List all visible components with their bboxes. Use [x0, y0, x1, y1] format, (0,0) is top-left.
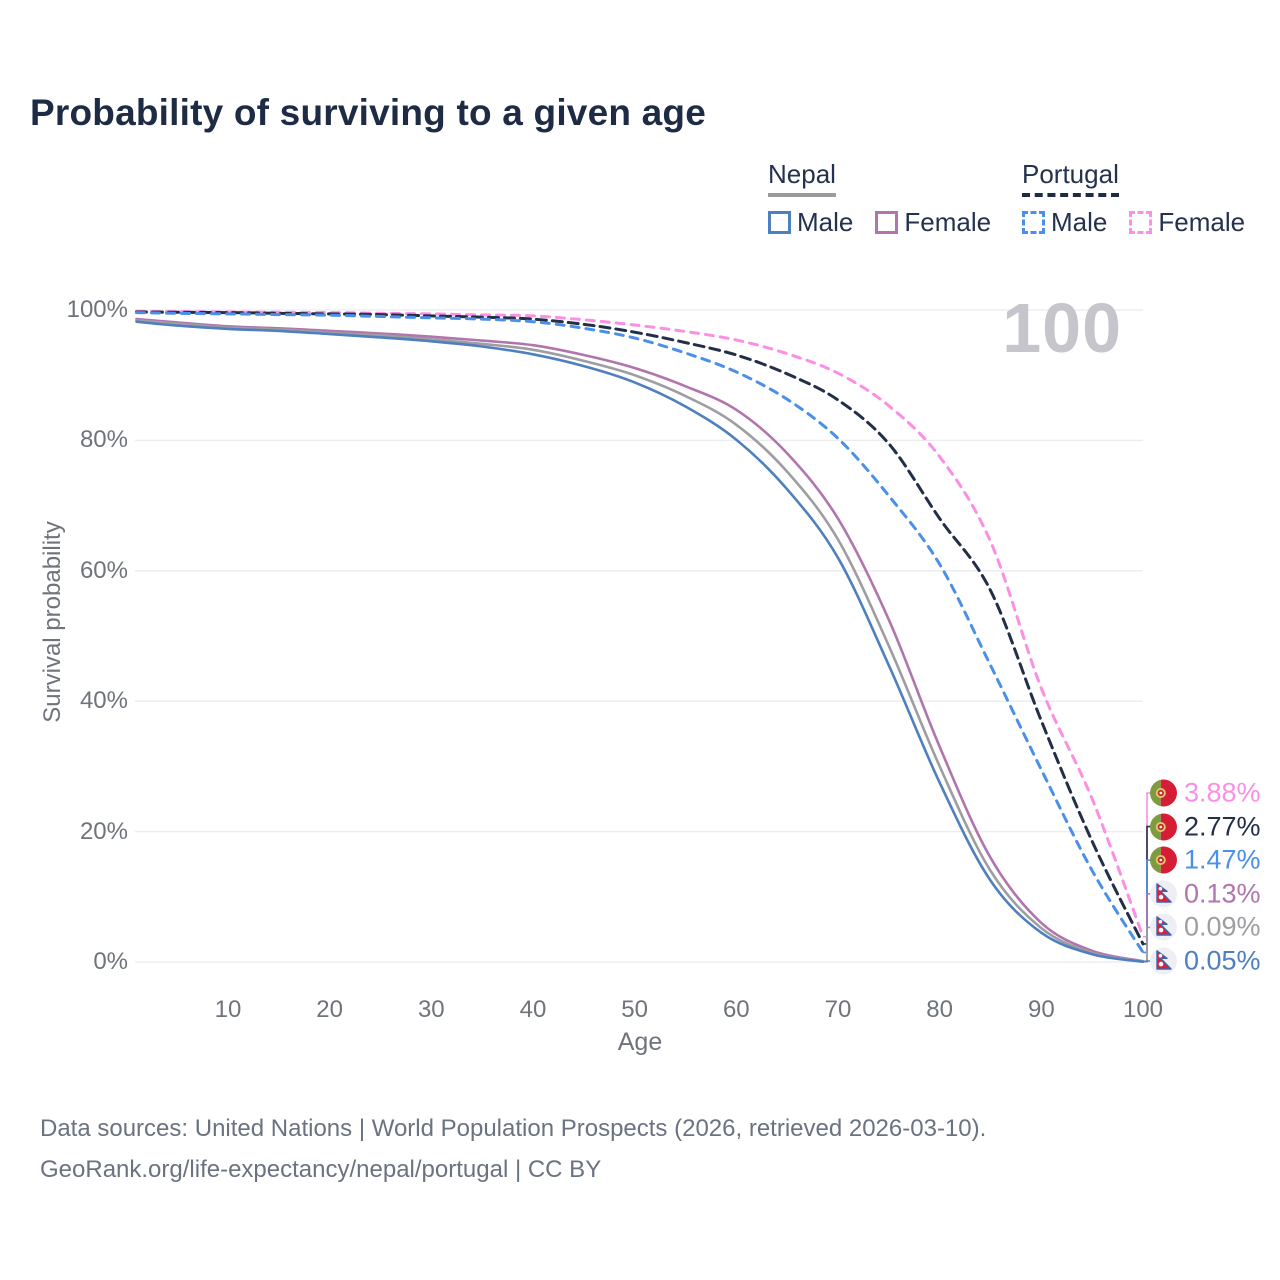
portugal-flag-icon: [1150, 813, 1177, 841]
curve-nepal[interactable]: [135, 319, 1145, 963]
end-value-text: 1.47%: [1184, 844, 1261, 875]
nepal-male-swatch-icon: [768, 210, 791, 234]
end-label-nepal-female[interactable]: 0.13%: [1150, 878, 1261, 909]
y-tick-label-60: 60%: [79, 556, 128, 584]
x-axis-title: Age: [617, 1028, 663, 1056]
end-value-text: 3.88%: [1184, 777, 1261, 808]
x-tick-label-100: 100: [1122, 996, 1164, 1023]
hovered-age-watermark: 100: [1002, 289, 1122, 367]
end-value-text: 0.09%: [1184, 911, 1261, 942]
end-label-nepal[interactable]: 0.09%: [1150, 912, 1261, 943]
y-tick-label-40: 40%: [79, 687, 128, 715]
x-tick-label-10: 10: [214, 996, 242, 1023]
end-value-text: 0.13%: [1184, 878, 1261, 909]
x-tick-label-50: 50: [621, 996, 648, 1023]
y-tick-label-20: 20%: [79, 817, 128, 845]
nepal-flag-icon: [1150, 913, 1177, 941]
source-url-text: GeoRank.org/life-expectancy/nepal/portug…: [40, 1156, 602, 1183]
legend-group-nepal: Nepal Male Female: [768, 160, 1013, 238]
end-label-portugal[interactable]: 2.77%: [1150, 811, 1261, 842]
end-label-nepal-male[interactable]: 0.05%: [1150, 946, 1261, 977]
legend-item-portugal-male[interactable]: Male: [1022, 207, 1107, 238]
legend-label: Male: [1051, 206, 1108, 237]
legend-label: Female: [1158, 206, 1246, 237]
data-sources-text: Data sources: United Nations | World Pop…: [40, 1115, 987, 1142]
curve-portugal-female[interactable]: [135, 309, 1145, 939]
x-tick-label-80: 80: [926, 996, 953, 1023]
end-value-text: 0.05%: [1184, 945, 1261, 976]
nepal-flag-icon: [1150, 947, 1177, 975]
end-value-text: 2.77%: [1184, 811, 1261, 842]
leader-line-nepal-male: [1143, 960, 1152, 963]
legend-item-portugal-female[interactable]: Female: [1129, 207, 1245, 238]
x-tick-label-40: 40: [519, 996, 547, 1023]
legend-country-nepal[interactable]: Nepal: [768, 160, 836, 197]
portugal-flag-icon: [1150, 846, 1177, 874]
legend-label: Male: [797, 206, 854, 237]
legend-label: Female: [904, 206, 992, 237]
legend-item-nepal-male[interactable]: Male: [768, 207, 853, 238]
nepal-female-swatch-icon: [875, 210, 899, 234]
legend-item-nepal-female[interactable]: Female: [875, 207, 991, 238]
x-tick-label-60: 60: [722, 996, 750, 1023]
x-tick-label-90: 90: [1027, 996, 1055, 1023]
end-label-portugal-male[interactable]: 1.47%: [1150, 845, 1261, 876]
curve-portugal[interactable]: [135, 310, 1145, 946]
page-title: Probability of surviving to a given age: [30, 92, 706, 133]
y-tick-label-80: 80%: [79, 426, 128, 454]
legend-country-portugal[interactable]: Portugal: [1022, 160, 1119, 197]
portugal-male-swatch-icon: [1022, 210, 1045, 234]
y-tick-label-100: 100%: [66, 296, 128, 323]
curve-nepal-female[interactable]: [135, 317, 1145, 963]
x-tick-label-70: 70: [824, 996, 852, 1023]
portugal-female-swatch-icon: [1129, 210, 1153, 234]
nepal-flag-icon: [1150, 880, 1177, 908]
legend-group-portugal: Portugal Male Female: [1022, 160, 1245, 238]
y-tick-label-0: 0%: [93, 948, 128, 975]
curve-nepal-male[interactable]: [135, 320, 1145, 963]
curve-portugal-male[interactable]: [135, 311, 1145, 954]
portugal-flag-icon: [1150, 779, 1177, 807]
x-tick-label-20: 20: [316, 996, 343, 1023]
x-tick-label-30: 30: [417, 996, 445, 1023]
footer-attribution: Data sources: United Nations | World Pop…: [40, 1108, 986, 1190]
end-label-portugal-female[interactable]: 3.88%: [1150, 778, 1261, 809]
